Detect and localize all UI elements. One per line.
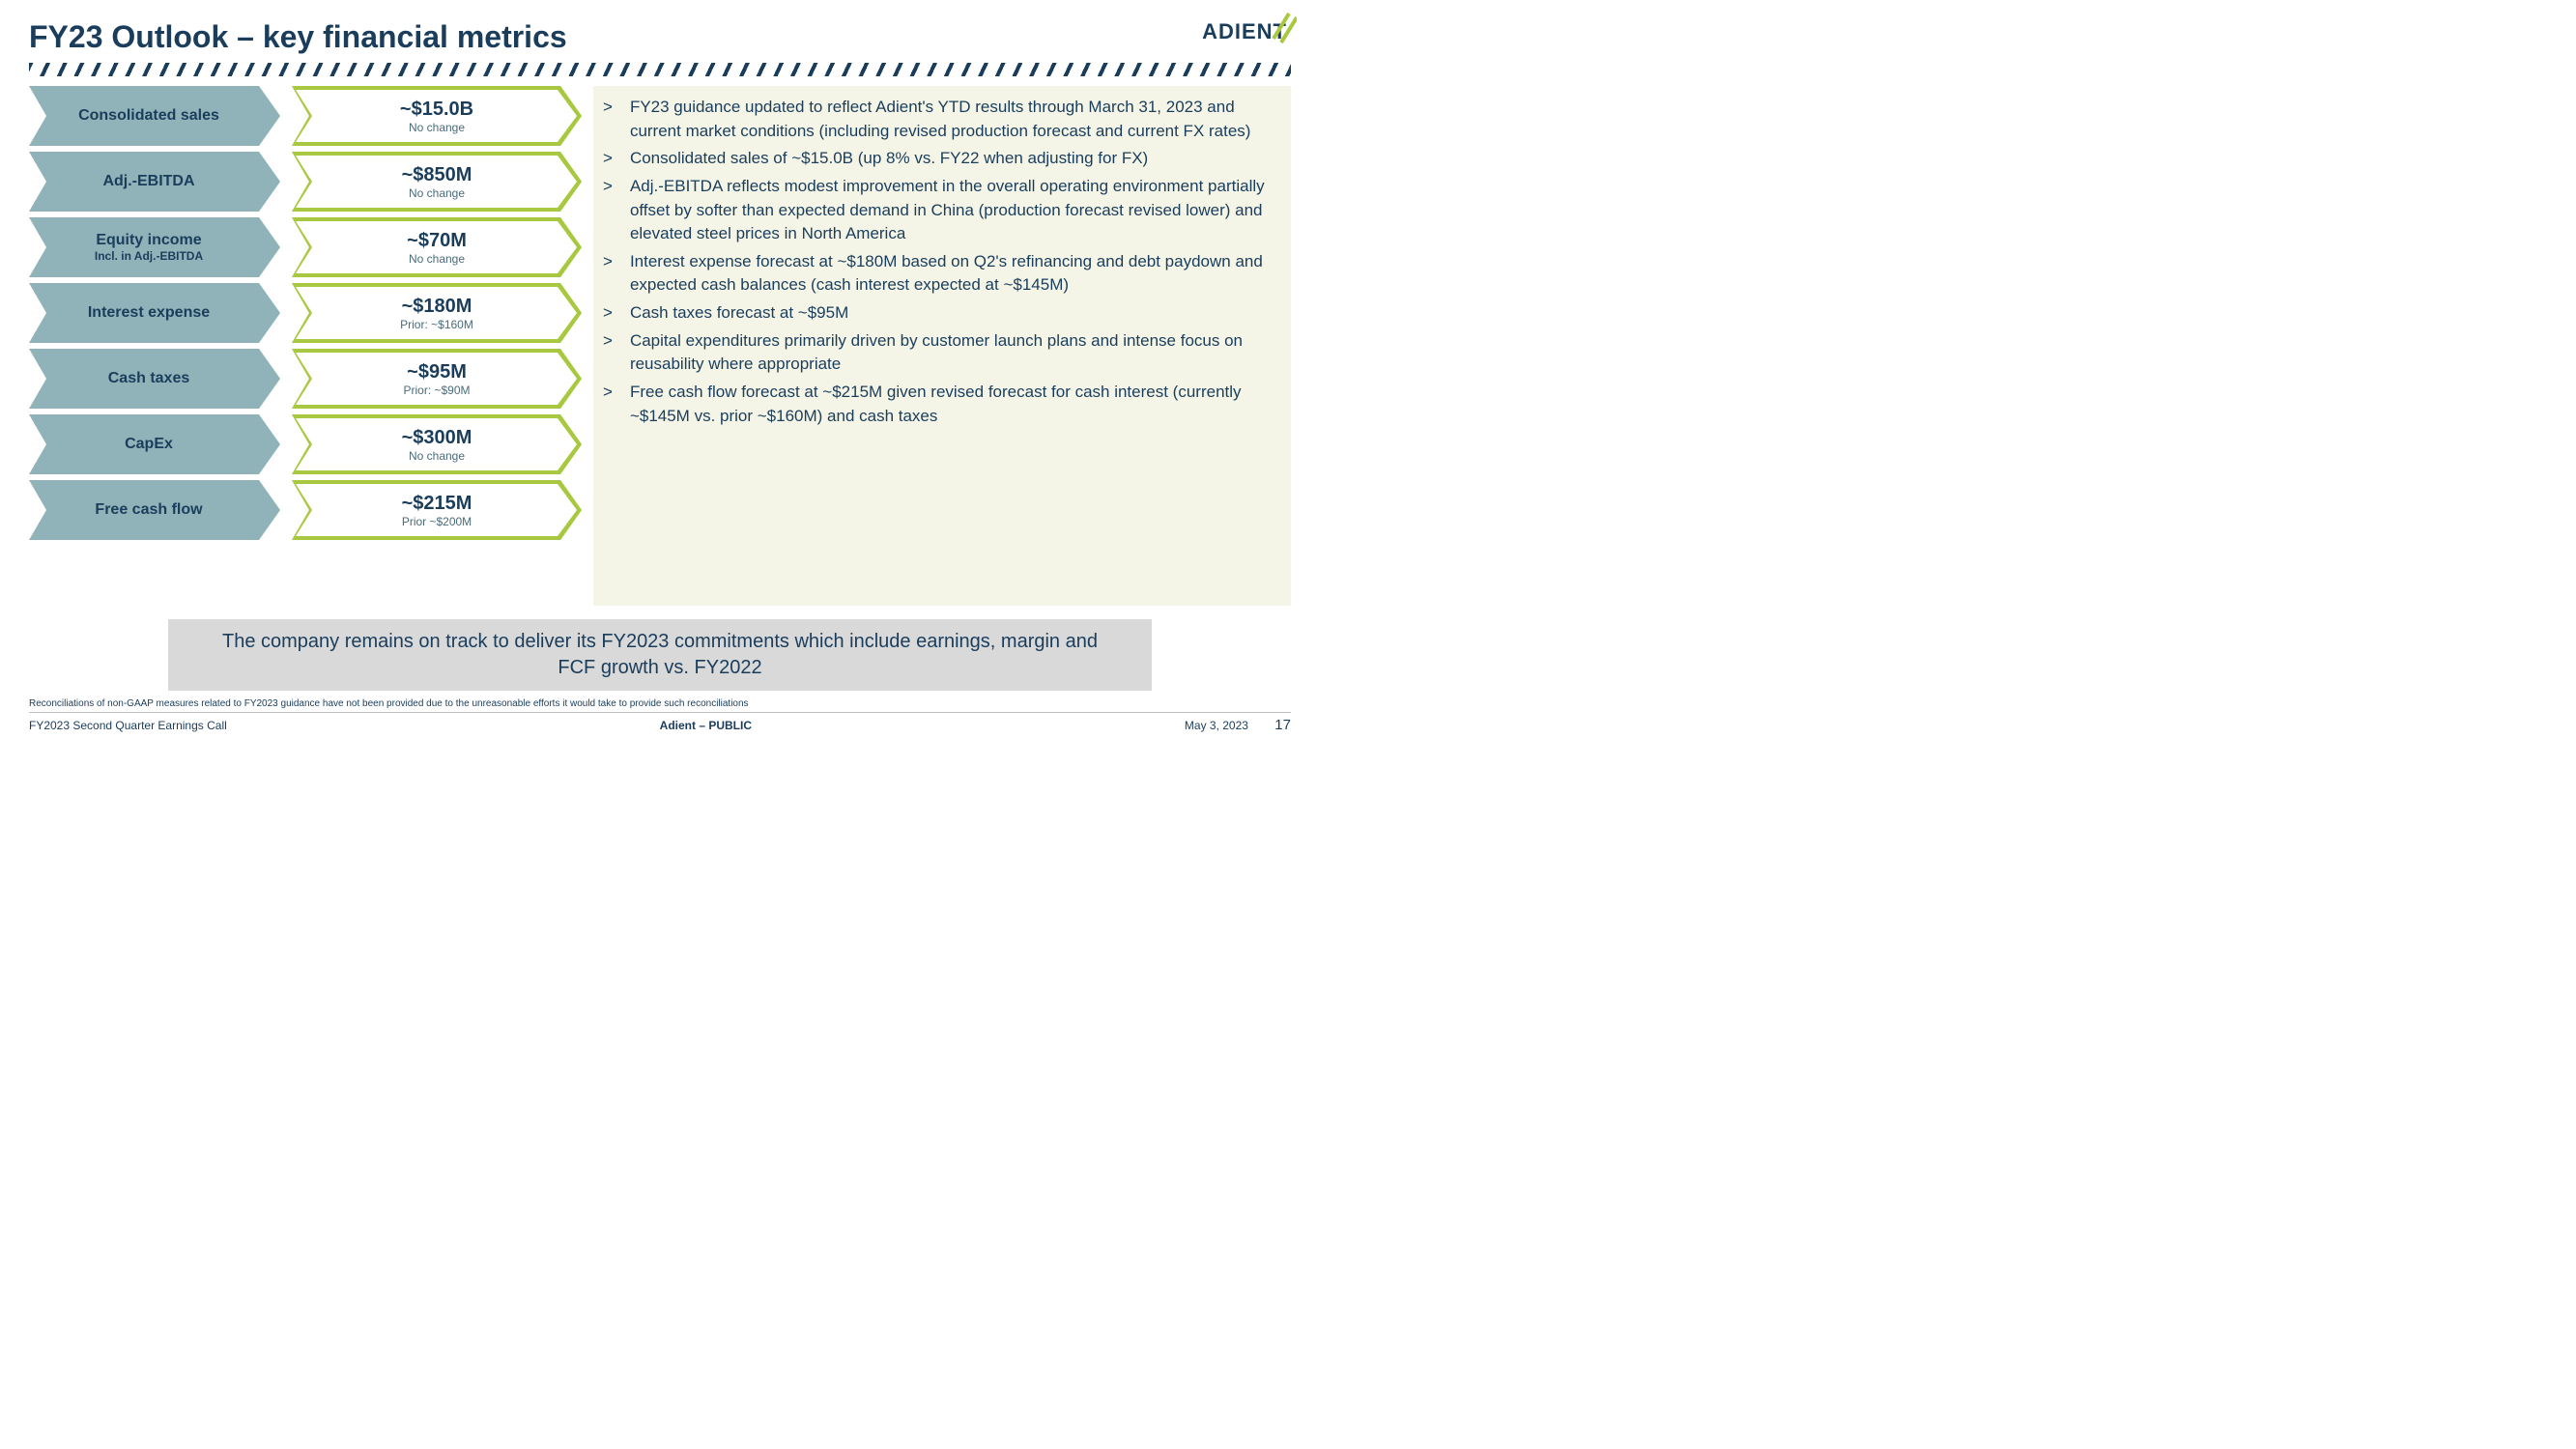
metric-value-note: Prior ~$200M: [402, 515, 472, 528]
slide-footer: Reconciliations of non-GAAP measures rel…: [29, 698, 1291, 733]
metric-label: Free cash flow: [29, 480, 280, 540]
logo-slash-icon: [1268, 10, 1297, 43]
commentary-text: FY23 guidance updated to reflect Adient'…: [630, 96, 1272, 143]
metric-label: Adj.-EBITDA: [29, 152, 280, 212]
footer-left: FY2023 Second Quarter Earnings Call: [29, 719, 227, 732]
metric-value-note: No change: [409, 449, 465, 463]
commentary-item: Free cash flow forecast at ~$215M given …: [603, 381, 1272, 428]
commentary-box: FY23 guidance updated to reflect Adient'…: [593, 86, 1291, 606]
metric-label: Equity incomeIncl. in Adj.-EBITDA: [29, 217, 280, 277]
metric-value-note: No change: [409, 252, 465, 266]
metric-value-note: Prior: ~$160M: [400, 318, 473, 331]
metric-value-note: No change: [409, 186, 465, 200]
metric-value-note: Prior: ~$90M: [403, 384, 470, 397]
commentary-item: Capital expenditures primarily driven by…: [603, 329, 1272, 377]
commentary-text: Cash taxes forecast at ~$95M: [630, 301, 848, 326]
metric-label-text: CapEx: [125, 436, 173, 453]
metric-label-text: Consolidated sales: [78, 107, 219, 125]
metric-value-main: ~$300M: [402, 427, 472, 449]
metric-value: ~$215MPrior ~$200M: [292, 480, 582, 540]
commentary-text: Interest expense forecast at ~$180M base…: [630, 250, 1272, 298]
slide-header: FY23 Outlook – key financial metrics ADI…: [29, 19, 1291, 55]
metric-values-column: ~$15.0BNo change~$850MNo change~$70MNo c…: [292, 86, 582, 606]
commentary-list: FY23 guidance updated to reflect Adient'…: [603, 96, 1272, 428]
metric-value-main: ~$95M: [407, 361, 467, 384]
commentary-item: FY23 guidance updated to reflect Adient'…: [603, 96, 1272, 143]
metric-value-main: ~$15.0B: [400, 99, 473, 121]
metric-label: Cash taxes: [29, 349, 280, 409]
metric-value: ~$180MPrior: ~$160M: [292, 283, 582, 343]
metric-label-text: Cash taxes: [108, 370, 190, 387]
footer-row: FY2023 Second Quarter Earnings Call Adie…: [29, 712, 1291, 733]
commentary-text: Adj.-EBITDA reflects modest improvement …: [630, 175, 1272, 246]
commentary-text: Capital expenditures primarily driven by…: [630, 329, 1272, 377]
company-logo: ADIENT: [1202, 19, 1291, 44]
metric-label: Consolidated sales: [29, 86, 280, 146]
hatched-divider: [29, 63, 1291, 76]
metric-label: CapEx: [29, 414, 280, 474]
metric-label-text: Adj.-EBITDA: [102, 173, 194, 190]
metric-value-main: ~$180M: [402, 296, 472, 318]
metric-value-main: ~$850M: [402, 164, 472, 186]
commentary-item: Adj.-EBITDA reflects modest improvement …: [603, 175, 1272, 246]
metric-value: ~$300MNo change: [292, 414, 582, 474]
page-number: 17: [1274, 717, 1291, 733]
commentary-item: Consolidated sales of ~$15.0B (up 8% vs.…: [603, 147, 1272, 171]
metric-value-main: ~$215M: [402, 493, 472, 515]
commentary-text: Free cash flow forecast at ~$215M given …: [630, 381, 1272, 428]
metric-value: ~$95MPrior: ~$90M: [292, 349, 582, 409]
footer-center: Adient – PUBLIC: [660, 719, 752, 732]
footnote-text: Reconciliations of non-GAAP measures rel…: [29, 698, 1291, 709]
summary-bar: The company remains on track to deliver …: [168, 619, 1153, 691]
metric-label: Interest expense: [29, 283, 280, 343]
metric-value: ~$850MNo change: [292, 152, 582, 212]
footer-date: May 3, 2023: [1185, 719, 1248, 732]
metric-value-note: No change: [409, 121, 465, 134]
metric-value: ~$15.0BNo change: [292, 86, 582, 146]
commentary-item: Interest expense forecast at ~$180M base…: [603, 250, 1272, 298]
metric-label-text: Equity income: [96, 232, 201, 249]
content-row: Consolidated sales Adj.-EBITDA Equity inco…: [29, 86, 1291, 606]
slide-container: FY23 Outlook – key financial metrics ADI…: [0, 0, 1320, 743]
metric-label-text: Interest expense: [88, 304, 210, 322]
metric-labels-column: Consolidated sales Adj.-EBITDA Equity inco…: [29, 86, 280, 606]
footer-right: May 3, 2023 17: [1185, 717, 1291, 733]
metric-value: ~$70MNo change: [292, 217, 582, 277]
metric-label-sub: Incl. in Adj.-EBITDA: [95, 249, 203, 263]
slide-title: FY23 Outlook – key financial metrics: [29, 19, 567, 55]
commentary-item: Cash taxes forecast at ~$95M: [603, 301, 1272, 326]
metric-label-text: Free cash flow: [95, 501, 202, 519]
commentary-text: Consolidated sales of ~$15.0B (up 8% vs.…: [630, 147, 1148, 171]
metric-value-main: ~$70M: [407, 230, 467, 252]
